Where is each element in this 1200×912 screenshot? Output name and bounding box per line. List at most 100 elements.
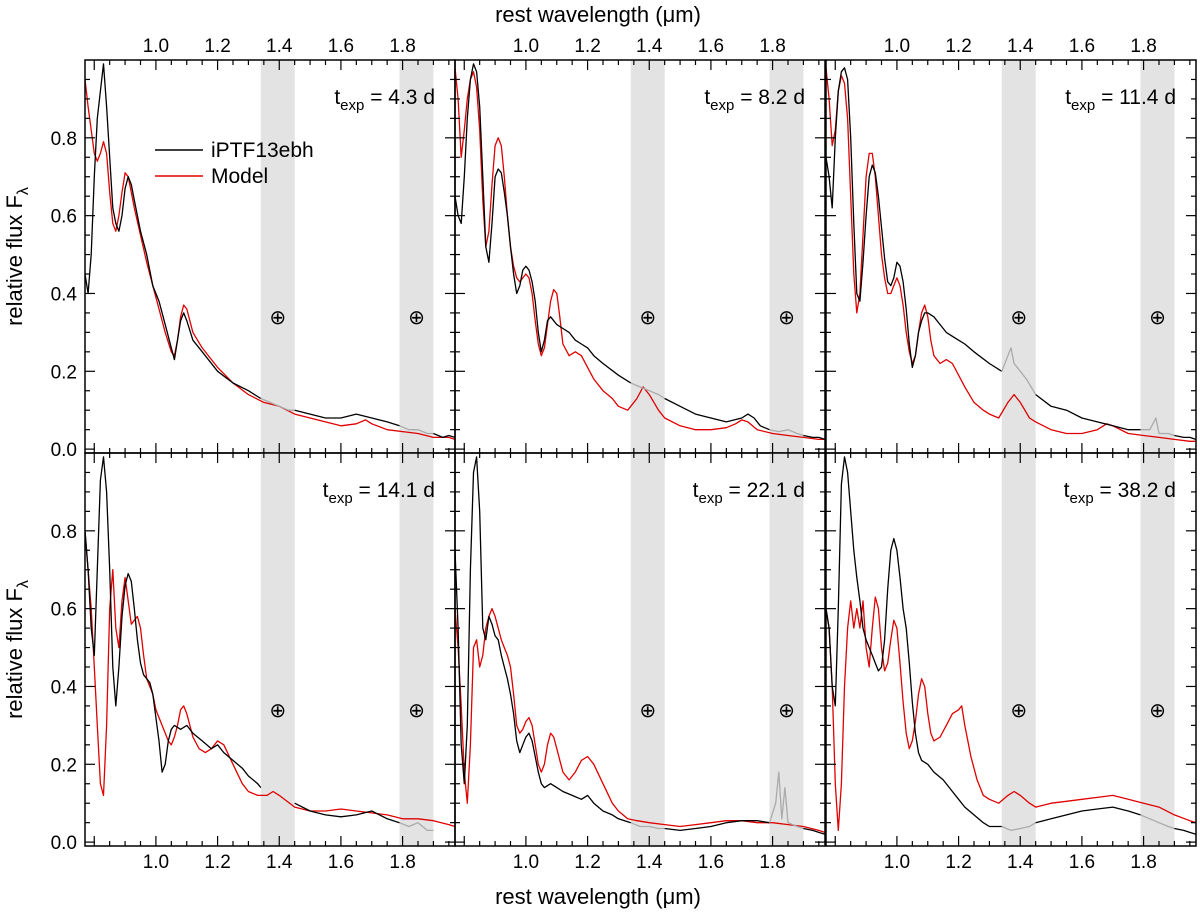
panel-frame [825,452,1197,847]
y-tick-label: 0.2 [51,362,77,383]
x-tick-label: 1.2 [945,852,971,873]
top-x-axis-label: rest wavelength (μm) [495,2,701,27]
model-line [826,596,1196,832]
telluric-band-2 [399,60,434,453]
x-tick-label: 1.2 [204,852,230,873]
x-tick-label: 1.6 [698,852,724,873]
observed-telluric2-line [769,429,804,437]
epoch-label: texp = 22.1 d [693,479,805,507]
observed-tail2-line [803,827,825,835]
x-tick-label: 1.2 [945,36,971,57]
panel-4: 1.0 1.2 1.4 1.6 1.8 0.0 0.2 0.4 0.6 0.8 relative f… [2,452,456,873]
telluric-earth-icon: ⊕ [408,307,425,329]
y-tick-label: 0.6 [51,600,77,621]
telluric-band-1 [1001,453,1036,846]
telluric-earth-icon: ⊕ [778,307,795,329]
observed-telluric2-line [399,425,434,435]
observed-telluric-line [260,397,295,411]
observed-telluric-line [630,822,665,830]
observed-telluric2-line [768,771,804,830]
x-tick-label: 1.4 [266,852,293,873]
telluric-earth-icon: ⊕ [639,700,656,722]
x-tick-label: 1.2 [574,852,600,873]
telluric-band-1 [1001,60,1036,453]
x-tick-label: 1.4 [636,36,663,57]
y-tick-label: 0.8 [51,129,77,150]
observed-tail-line [294,802,400,824]
model-line [85,530,455,828]
y-tick-label: 0.8 [51,522,77,543]
observed-tail2-line [1174,434,1196,441]
x-tick-label: 1.0 [143,36,169,57]
observed-line [455,456,631,824]
legend-label: iPTF13ebh [211,139,314,162]
telluric-earth-icon: ⊕ [1010,700,1027,722]
model-line [455,607,825,834]
telluric-earth-icon: ⊕ [1010,307,1027,329]
observed-telluric2-line [1140,417,1175,437]
y-tick-label: 0.6 [51,207,77,228]
telluric-earth-icon: ⊕ [269,307,286,329]
y-tick-label: 0.4 [51,284,78,305]
observed-tail-line [664,820,770,832]
spectra-lines [455,63,825,441]
x-tick-label: 1.2 [204,36,230,57]
x-tick-label: 1.6 [328,852,354,873]
spectra-lines [455,456,825,835]
epoch-label: texp = 14.1 d [323,479,435,507]
x-tick-label: 1.8 [759,852,785,873]
x-tick-label: 1.6 [1069,36,1095,57]
panel-3: 1.0 1.2 1.4 1.6 1.8 texp = 11.4 d ⊕ ⊕ [825,36,1197,454]
spectra-lines [826,67,1196,442]
epoch-label: texp = 8.2 d [704,86,805,114]
observed-telluric-line [1001,347,1037,395]
bottom-x-axis-label: rest wavelength (μm) [495,884,701,909]
epoch-label: texp = 11.4 d [1065,86,1176,114]
telluric-band-1 [630,60,665,453]
observed-line [826,67,1003,372]
x-tick-label: 1.6 [328,36,354,57]
x-tick-label: 1.0 [884,36,910,57]
observed-tail-line [294,409,400,427]
panel-frame [454,452,826,847]
observed-telluric-line [1001,822,1037,832]
y-tick-label: 0.4 [51,677,78,698]
telluric-earth-icon: ⊕ [778,700,795,722]
x-tick-label: 1.0 [884,852,910,873]
epoch-label: texp = 38.2 d [1064,479,1176,507]
x-tick-label: 1.4 [1007,852,1034,873]
observed-tail-line [1035,806,1141,824]
telluric-band-2 [1140,60,1175,453]
spectra-lines [85,456,455,832]
observed-telluric2-line [399,822,434,832]
telluric-earth-icon: ⊕ [269,700,286,722]
x-tick-label: 1.8 [389,36,415,57]
observed-tail2-line [433,432,455,439]
y-axis-label: relative flux Fλ [2,187,32,326]
panel-1: 1.0 1.2 1.4 1.6 1.8 0.0 0.2 0.4 0.6 0.8 relative f… [2,36,456,461]
panel-5: 1.0 1.2 1.4 1.6 1.8 texp = 22.1 d ⊕ ⊕ [454,452,826,873]
x-tick-label: 1.6 [1069,852,1095,873]
x-tick-label: 1.4 [636,852,663,873]
telluric-band-2 [399,453,434,846]
observed-telluric-line [630,382,666,400]
x-tick-label: 1.0 [143,852,169,873]
model-line [455,67,825,441]
x-tick-label: 1.2 [574,36,600,57]
x-tick-label: 1.0 [513,852,539,873]
x-tick-label: 1.8 [389,852,415,873]
model-line [826,67,1196,442]
telluric-band-1 [260,453,295,846]
telluric-band-1 [260,60,295,453]
observed-telluric2-line [1140,814,1175,830]
x-tick-label: 1.4 [1007,36,1034,57]
panel-grid: 1.0 1.2 1.4 1.6 1.8 0.0 0.2 0.4 0.6 0.8 relative f… [2,36,1197,873]
telluric-earth-icon: ⊕ [639,307,656,329]
spectra-lines [85,63,455,441]
x-tick-label: 1.8 [759,36,785,57]
telluric-earth-icon: ⊕ [1149,700,1166,722]
telluric-band-2 [769,453,804,846]
observed-line [85,456,262,789]
observed-line [85,63,262,400]
